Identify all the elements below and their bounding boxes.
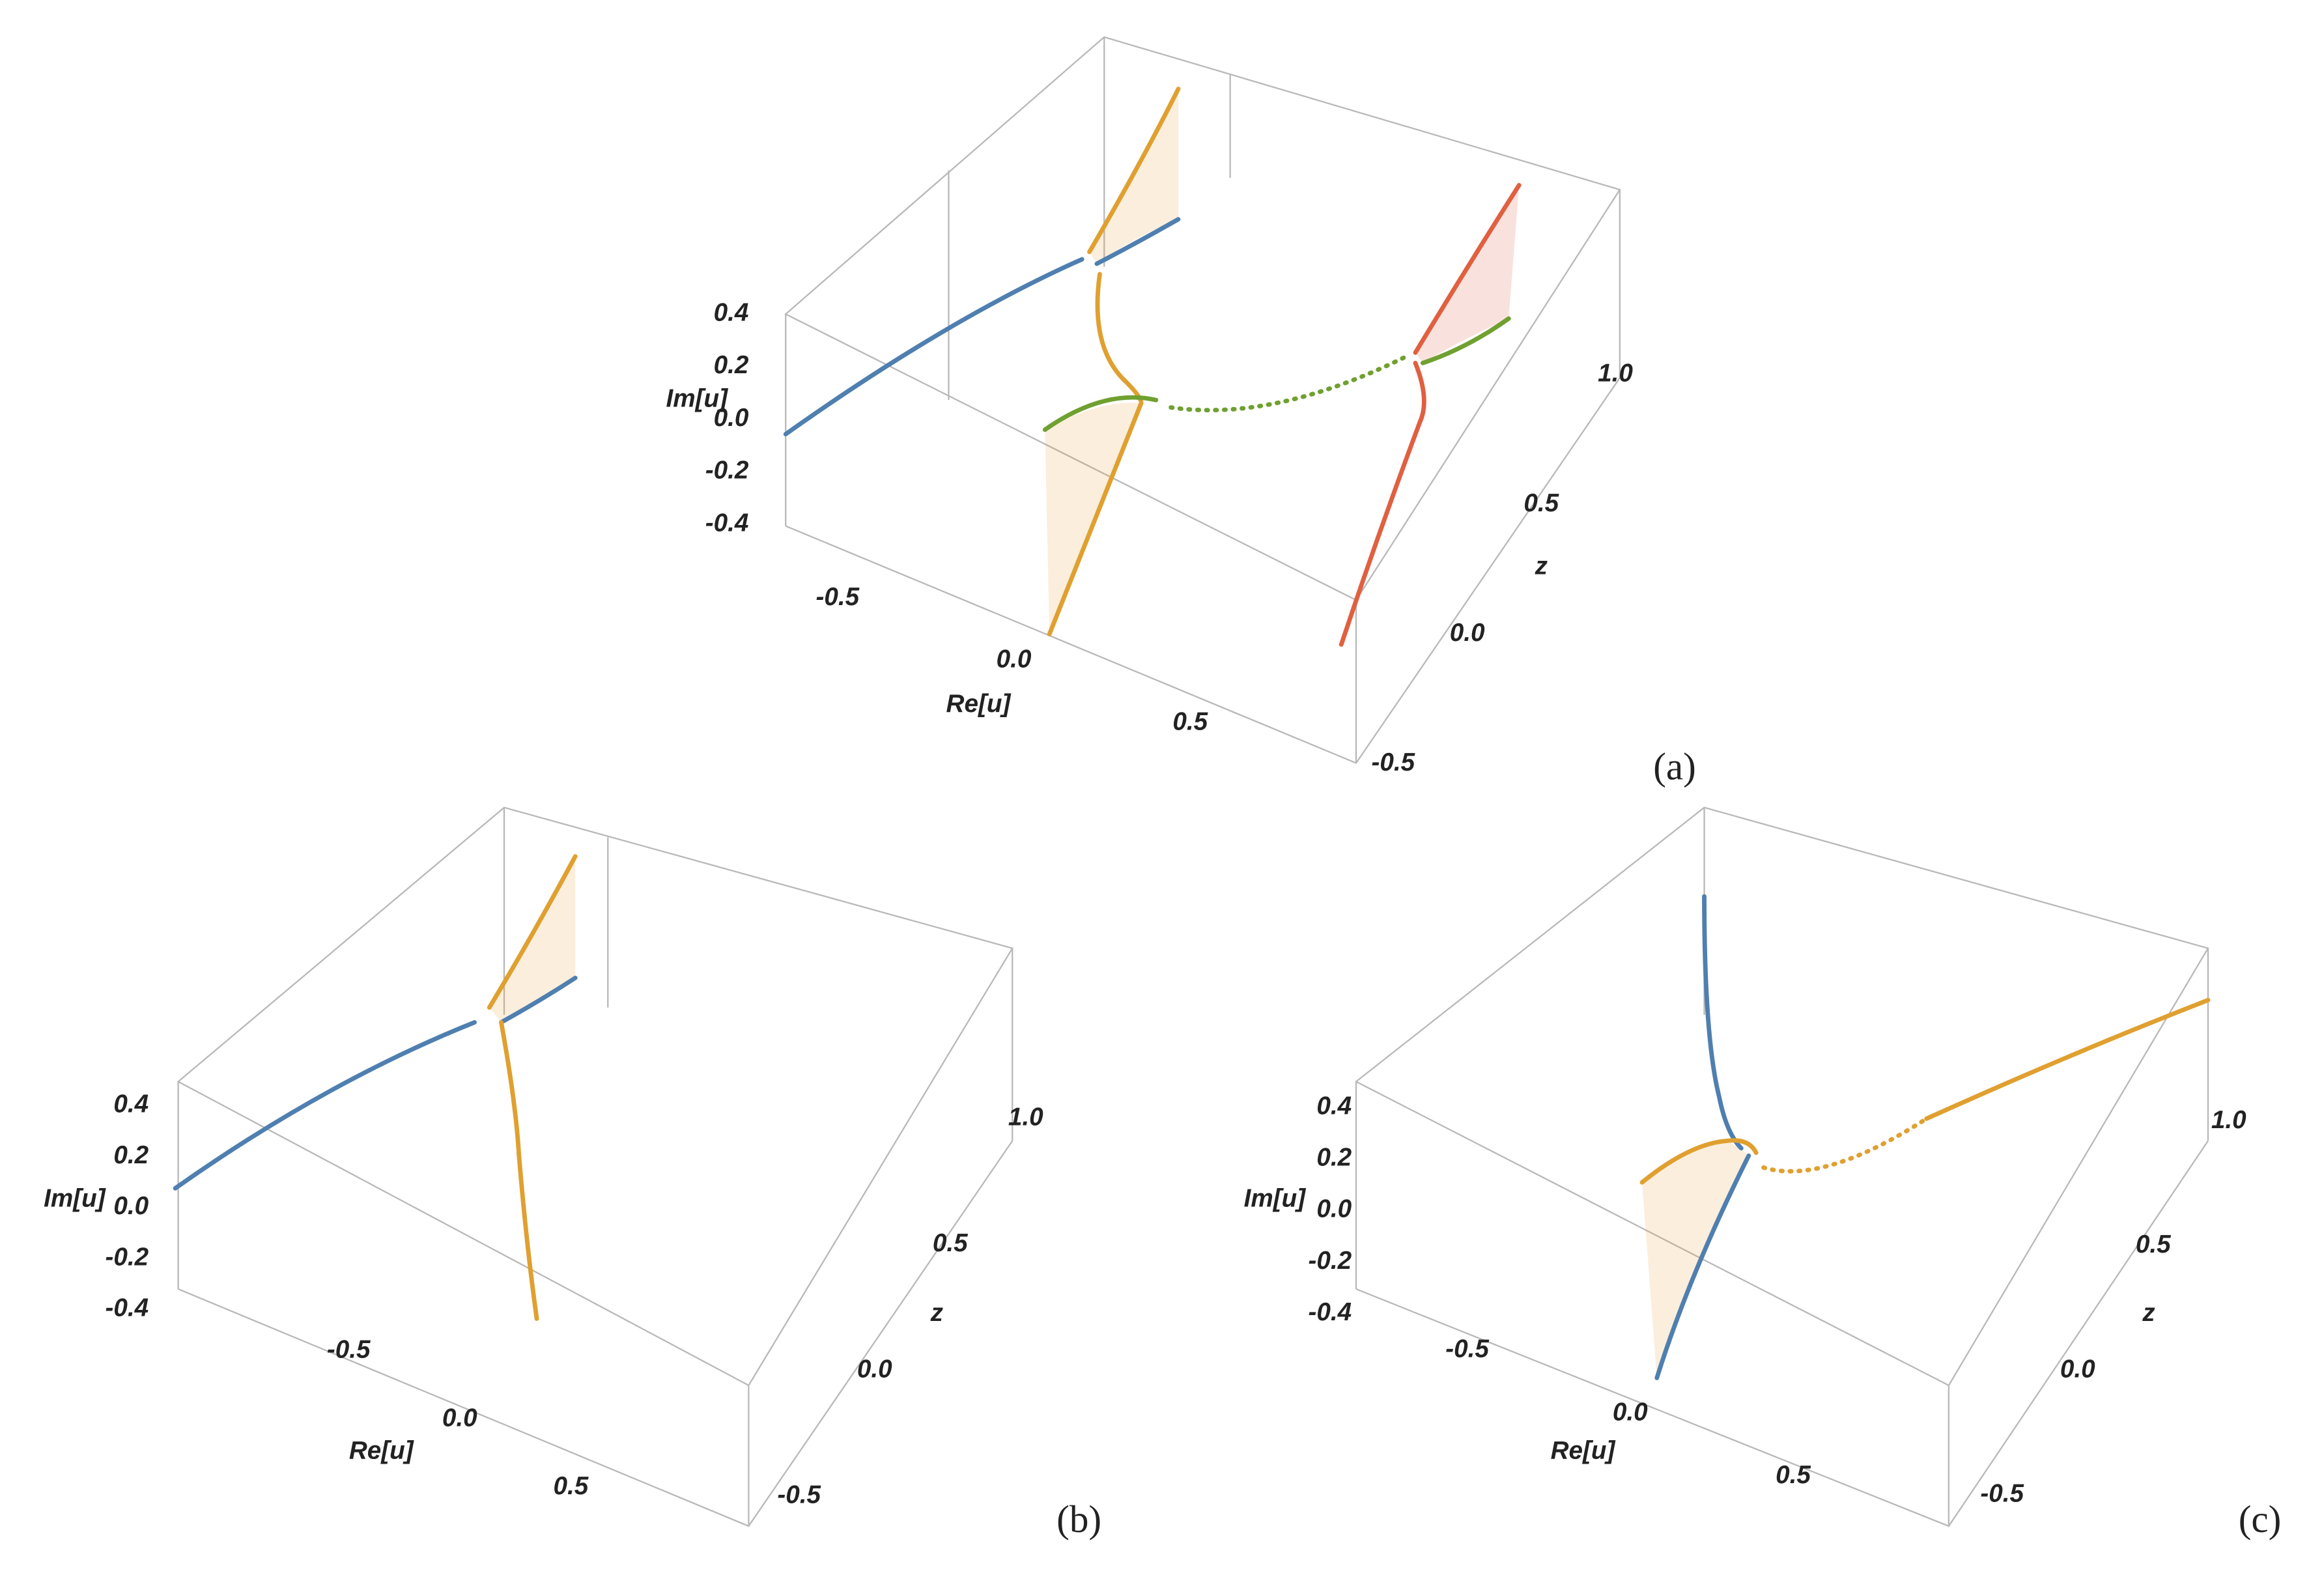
z-tick-label: 0.4	[714, 298, 749, 326]
panel-label: (c)	[2239, 1497, 2282, 1540]
y-tick-label: 1.0	[1008, 1103, 1043, 1131]
y-tick-label: 1.0	[2211, 1106, 2246, 1134]
y-tick-label: 0.5	[2136, 1230, 2171, 1258]
y-tick-label: 0.5	[1523, 489, 1559, 517]
y-axis-label: z	[1535, 552, 1548, 580]
z-tick-label: 0.4	[1316, 1092, 1352, 1120]
panel-label: (a)	[1653, 745, 1696, 788]
panel-a-box	[784, 36, 1621, 764]
panel-a-curves	[783, 87, 1522, 647]
z-tick-label: 0.0	[1316, 1195, 1352, 1223]
x-tick-label: -0.5	[327, 1336, 371, 1364]
x-tick-label: 0.5	[1776, 1461, 1811, 1489]
z-tick-label: 0.2	[1316, 1143, 1352, 1171]
z-tick-label: -0.4	[705, 509, 749, 537]
z-tick-label: -0.4	[1309, 1298, 1352, 1326]
z-tick-label: -0.2	[1309, 1247, 1352, 1275]
x-tick-label: -0.5	[816, 583, 860, 611]
z-tick-label: -0.4	[105, 1294, 149, 1322]
y-axis-label: z	[930, 1299, 944, 1327]
z-axis-label: Im[u]	[44, 1185, 106, 1213]
z-axis-label: Im[u]	[666, 384, 729, 412]
z-tick-label: -0.2	[105, 1243, 149, 1271]
y-tick-label: -0.5	[1372, 748, 1415, 776]
x-axis-label: Re[u]	[946, 690, 1012, 718]
y-tick-label: 1.0	[1598, 360, 1633, 388]
z-tick-label: -0.2	[705, 457, 749, 485]
y-tick-label: 0.5	[933, 1229, 968, 1257]
y-tick-label: 0.0	[2060, 1355, 2095, 1383]
z-tick-label: 0.2	[714, 351, 749, 379]
x-tick-label: 0.0	[1613, 1398, 1648, 1426]
x-tick-label: 0.5	[1172, 707, 1208, 735]
x-tick-label: 0.0	[442, 1404, 477, 1432]
y-tick-label: 0.0	[1450, 619, 1485, 647]
x-axis-label: Re[u]	[1551, 1436, 1616, 1464]
y-axis-label: z	[2142, 1299, 2155, 1327]
y-tick-label: -0.5	[1980, 1479, 2024, 1507]
y-tick-label: -0.5	[777, 1481, 821, 1509]
panel-c-box	[1354, 806, 2209, 1527]
z-tick-label: 0.4	[113, 1090, 149, 1118]
z-axis-label: Im[u]	[1244, 1185, 1307, 1213]
z-tick-label: 0.2	[113, 1141, 149, 1169]
panel-c-curves	[1639, 894, 2211, 1380]
panel-label: (b)	[1056, 1497, 1101, 1540]
z-tick-label: 0.0	[113, 1192, 149, 1220]
z-tick-label: 0.0	[714, 404, 749, 432]
x-tick-label: 0.0	[997, 646, 1032, 674]
x-tick-label: -0.5	[1445, 1335, 1489, 1363]
panel-b-curves	[173, 854, 578, 1321]
x-tick-label: 0.5	[554, 1472, 589, 1500]
x-axis-label: Re[u]	[349, 1436, 414, 1464]
panel-b-box	[177, 806, 1014, 1527]
y-tick-label: 0.0	[857, 1355, 892, 1383]
